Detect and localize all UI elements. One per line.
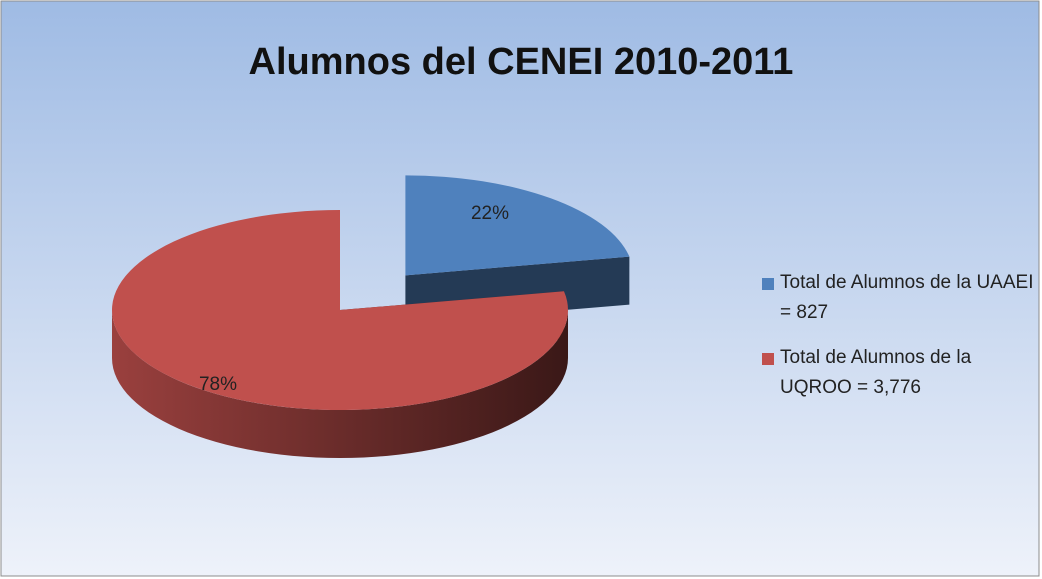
slice [111, 210, 568, 410]
legend-label: Total de Alumnos de la UAAEI = 827 [780, 272, 1034, 323]
data-label: 22% [471, 203, 509, 224]
pie: 22% 78% [111, 175, 630, 458]
legend-swatch [762, 278, 774, 290]
slice [405, 175, 630, 276]
legend-swatch [762, 353, 774, 365]
slice-side [112, 310, 568, 458]
data-label: 78% [199, 374, 237, 395]
chart-title: Alumnos del CENEI 2010-2011 [249, 41, 794, 83]
legend-label: Total de Alumnos de la UQROO = 3,776 [780, 347, 972, 398]
